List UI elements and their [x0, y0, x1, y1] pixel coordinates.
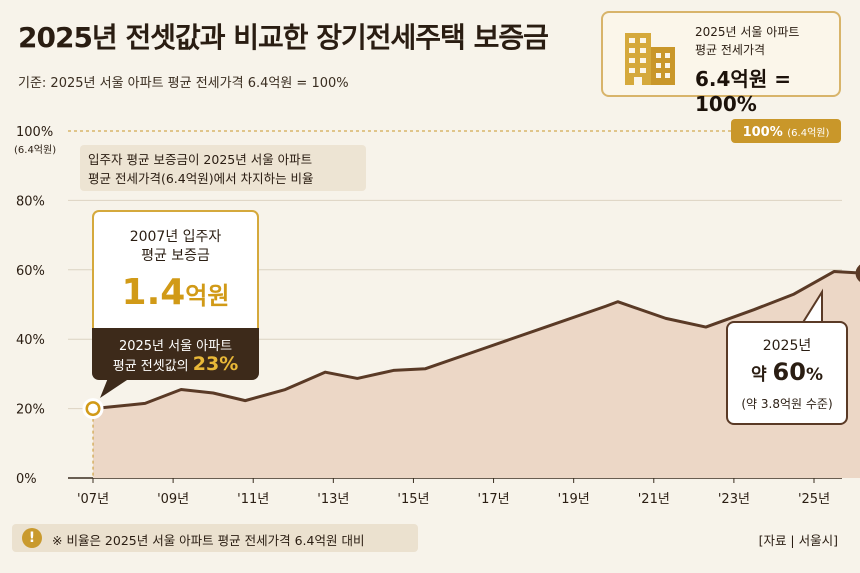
page-title: 2025년 전셋값과 비교한 장기전세주택 보증금 — [18, 21, 549, 54]
footer-note: ! ※ 비율은 2025년 서울 아파트 평균 전세가격 6.4억원 대비 — [12, 524, 418, 552]
callout-2007-bottom: 2025년 서울 아파트 평균 전셋값의 23% — [92, 328, 259, 380]
reference-label-bg — [731, 119, 841, 143]
apartment-building-icon — [625, 33, 675, 85]
callout-2025-sub: (약 3.8억원 수준) — [741, 397, 833, 411]
callout-2025-value-prefix: 약 — [750, 365, 773, 385]
reference-label-sub: (6.4억원) — [787, 127, 829, 139]
series-area — [93, 271, 860, 478]
callout-2007-sub2-prefix: 평균 전셋값의 — [112, 359, 193, 374]
reference-box: 2025년 서울 아파트 평균 전세가격 6.4억원 = 100% — [601, 11, 841, 116]
x-axis: '07년 '09년 '11년 '13년 '15년 '17년 '19년 '21년 '23년 '25년 — [68, 477, 842, 507]
y-tick-label: 60% — [16, 264, 45, 279]
reference-value: 6.4억원 = 100% — [695, 67, 791, 116]
y-top-unit-label: (6.4억원) — [14, 144, 56, 156]
x-tick-label: '25년 — [798, 492, 830, 507]
y-tick-label: 20% — [16, 403, 45, 418]
reference-label-main: 100% — [743, 125, 788, 140]
source-label: [자료 | 서울시] — [758, 533, 838, 548]
callout-2007-top: 2007년 입주자 평균 보증금 1.4억원 — [92, 210, 259, 328]
reference-label-text: 100% (6.4억원) — [743, 125, 830, 140]
x-tick-label: '23년 — [718, 492, 750, 507]
y-tick-label: 0% — [16, 472, 37, 487]
x-tick-label: '19년 — [558, 492, 590, 507]
warning-icon: ! — [22, 528, 42, 548]
footer-note-text: ※ 비율은 2025년 서울 아파트 평균 전세가격 6.4억원 대비 — [52, 533, 365, 548]
y-tick-label: 100% — [16, 125, 53, 140]
callout-2007-value-unit: 억원 — [185, 282, 230, 310]
callout-2025-value: 약 60% — [728, 358, 846, 386]
y-tick-label: 80% — [16, 194, 45, 209]
callout-2007-value-number: 1.4 — [121, 272, 186, 313]
callout-2025-year: 2025년 — [762, 338, 812, 354]
y-axis: 0% 20% 40% 60% 80% 100% (6.4억원) — [14, 125, 56, 487]
callout-2007-sub2: 평균 전셋값의 23% — [92, 353, 259, 375]
callout-2007-value: 1.4억원 — [94, 272, 257, 313]
callout-2007-pointer — [100, 378, 130, 398]
x-tick-label: '13년 — [317, 492, 349, 507]
x-tick-label: '09년 — [157, 492, 189, 507]
chart-note-line2: 평균 전세가격(6.4억원)에서 차지하는 비율 — [88, 171, 314, 186]
reference-line2: 평균 전세가격 — [695, 43, 766, 57]
callout-2007-line2: 평균 보증금 — [141, 248, 210, 264]
callout-2025: 2025년 약 60% (약 3.8억원 수준) — [726, 321, 848, 425]
chart-note: 입주자 평균 보증금이 2025년 서울 아파트 평균 전세가격(6.4억원)에… — [80, 145, 366, 191]
reference-line-label: 100% (6.4억원) — [731, 119, 841, 143]
x-tick-label: '11년 — [237, 492, 269, 507]
series-line — [92, 270, 860, 411]
y-tick-label: 40% — [16, 333, 45, 348]
chart-note-line1: 입주자 평균 보증금이 2025년 서울 아파트 — [88, 152, 313, 167]
x-tick-label: '17년 — [478, 492, 510, 507]
point-2025-outer — [855, 264, 860, 282]
reference-line1: 2025년 서울 아파트 — [695, 25, 800, 39]
page-subtitle: 기준: 2025년 서울 아파트 평균 전세가격 6.4억원 = 100% — [18, 76, 349, 91]
callout-2025-value-unit: % — [805, 365, 823, 385]
callout-2007-line1: 2007년 입주자 — [129, 229, 222, 245]
x-tick-label: '15년 — [397, 492, 429, 507]
callout-2025-value-number: 60 — [772, 358, 806, 386]
point-2007-inner — [88, 403, 98, 414]
callout-2007-sub2-value: 23% — [192, 353, 239, 375]
chart-marks — [82, 264, 860, 420]
callout-2007: 2007년 입주자 평균 보증금 1.4억원 2025년 서울 아파트 평균 전… — [92, 210, 259, 380]
x-tick-label: '07년 — [77, 492, 109, 507]
callout-2007-sub1: 2025년 서울 아파트 — [118, 339, 233, 354]
x-tick-label: '21년 — [638, 492, 670, 507]
